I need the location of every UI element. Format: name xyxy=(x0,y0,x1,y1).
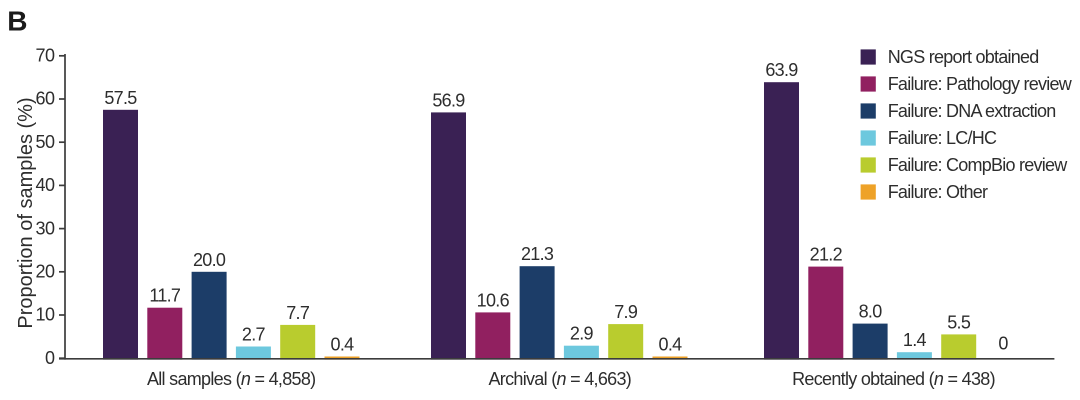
svg-text:All samples (n = 4,858): All samples (n = 4,858) xyxy=(147,369,316,389)
svg-text:0.4: 0.4 xyxy=(659,335,683,355)
svg-text:0.4: 0.4 xyxy=(331,335,355,355)
svg-text:2.7: 2.7 xyxy=(242,325,266,345)
svg-text:50: 50 xyxy=(35,132,55,152)
svg-text:Recently obtained (n = 438): Recently obtained (n = 438) xyxy=(792,369,995,389)
svg-text:21.3: 21.3 xyxy=(521,244,554,264)
svg-text:Proportion of samples (%): Proportion of samples (%) xyxy=(15,97,37,328)
svg-text:63.9: 63.9 xyxy=(765,60,798,80)
svg-text:Failure: LC/HC: Failure: LC/HC xyxy=(888,128,997,148)
svg-text:60: 60 xyxy=(35,89,55,109)
svg-text:0: 0 xyxy=(998,334,1008,354)
svg-text:7.9: 7.9 xyxy=(614,302,638,322)
svg-text:21.2: 21.2 xyxy=(810,245,843,265)
svg-text:30: 30 xyxy=(35,218,55,238)
svg-text:NGS report obtained: NGS report obtained xyxy=(888,47,1039,67)
svg-text:0: 0 xyxy=(45,348,55,368)
svg-text:Failure: Other: Failure: Other xyxy=(888,182,988,202)
svg-text:57.5: 57.5 xyxy=(104,88,137,108)
svg-text:20: 20 xyxy=(35,262,55,282)
svg-text:Failure: CompBio review: Failure: CompBio review xyxy=(888,155,1069,175)
svg-text:7.7: 7.7 xyxy=(286,303,310,323)
svg-text:40: 40 xyxy=(35,175,55,195)
svg-text:20.0: 20.0 xyxy=(193,250,226,270)
svg-text:8.0: 8.0 xyxy=(859,302,883,322)
svg-text:2.9: 2.9 xyxy=(570,324,594,344)
svg-text:70: 70 xyxy=(35,46,55,66)
svg-text:Archival (n = 4,663): Archival (n = 4,663) xyxy=(489,369,632,389)
svg-text:Failure: Pathology review: Failure: Pathology review xyxy=(888,74,1073,94)
svg-text:11.7: 11.7 xyxy=(149,286,181,306)
svg-text:5.5: 5.5 xyxy=(947,312,971,332)
svg-text:1.4: 1.4 xyxy=(903,330,927,350)
svg-text:56.9: 56.9 xyxy=(432,90,465,110)
svg-text:B: B xyxy=(7,6,27,37)
svg-text:Failure: DNA extraction: Failure: DNA extraction xyxy=(888,101,1056,121)
svg-text:10: 10 xyxy=(35,305,55,325)
svg-text:10.6: 10.6 xyxy=(477,290,510,310)
